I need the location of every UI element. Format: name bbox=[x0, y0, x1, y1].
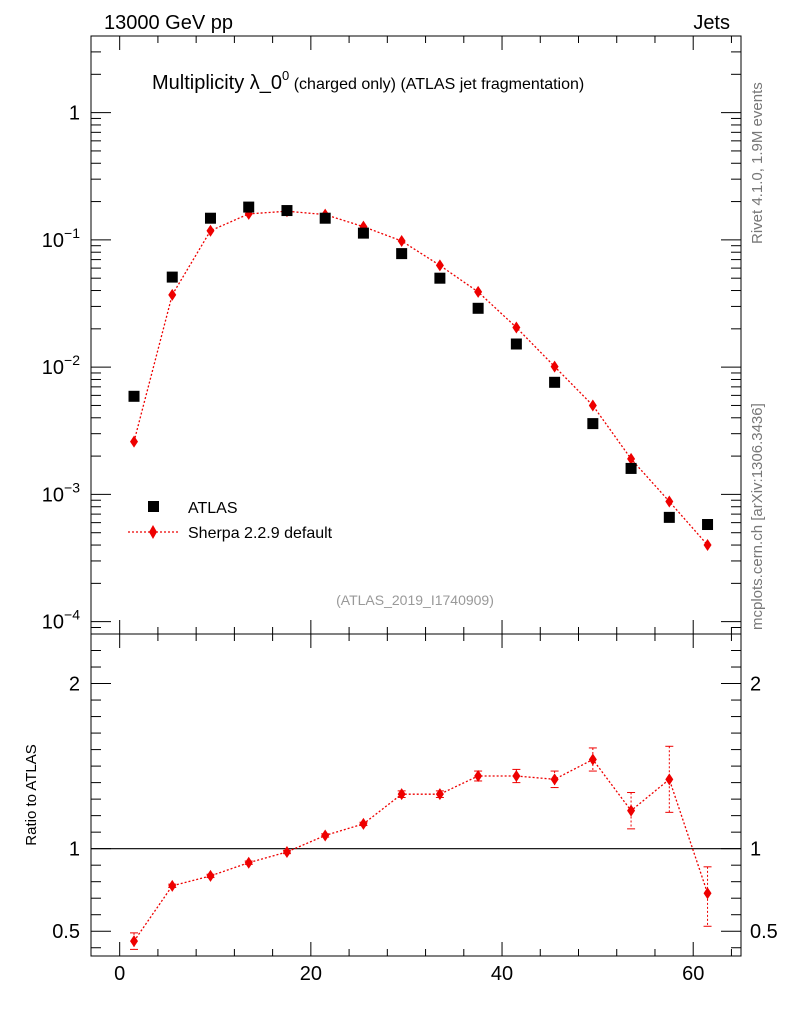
x-tick-label: 40 bbox=[491, 963, 513, 985]
sherpa-point bbox=[627, 452, 636, 465]
ratio-ylabel: Ratio to ATLAS bbox=[23, 744, 40, 845]
x-tick-label: 0 bbox=[114, 963, 125, 985]
ratio-point bbox=[130, 935, 139, 948]
atlas-point bbox=[204, 212, 216, 224]
ratio-axes: 0.5 0.51 12 20 20 40 60 bbox=[52, 634, 778, 985]
plot-title: Multiplicity λ_00 (charged only) (ATLAS … bbox=[152, 68, 584, 94]
atlas-point bbox=[702, 519, 714, 531]
atlas-point bbox=[587, 418, 599, 430]
ratio-y-tick-label-right: 2 bbox=[750, 674, 761, 696]
sherpa-point bbox=[397, 234, 406, 247]
sherpa-point bbox=[435, 259, 444, 272]
ratio-y-tick-label: 0.5 bbox=[52, 921, 80, 943]
sherpa-point bbox=[130, 435, 139, 448]
main-panel-frame bbox=[90, 35, 742, 635]
header-process: Jets bbox=[693, 12, 730, 34]
sherpa-point bbox=[588, 399, 597, 412]
atlas-point bbox=[663, 511, 675, 523]
ratio-point bbox=[703, 887, 712, 900]
ratio-point bbox=[435, 788, 444, 801]
x-tick-label: 20 bbox=[300, 963, 322, 985]
ratio-y-tick-label: 2 bbox=[69, 674, 80, 696]
atlas-point bbox=[243, 201, 255, 213]
ratio-y-tick-label-right: 1 bbox=[750, 839, 761, 861]
ratio-panel-frame bbox=[90, 633, 742, 957]
main-series bbox=[128, 201, 714, 552]
y-tick-label: 10−2 bbox=[42, 352, 80, 379]
main-axes: 10−4 10−3 10−2 10−1 1 bbox=[42, 35, 741, 635]
sherpa-point bbox=[550, 360, 559, 373]
y-tick-label: 10−3 bbox=[42, 479, 80, 506]
sherpa-point bbox=[703, 539, 712, 552]
atlas-point bbox=[396, 248, 408, 260]
atlas-point bbox=[128, 390, 140, 402]
legend-sherpa-marker bbox=[149, 525, 157, 539]
ratio-point bbox=[359, 817, 368, 830]
ratio-point bbox=[244, 856, 253, 869]
x-tick-label: 60 bbox=[682, 963, 704, 985]
legend-atlas-marker bbox=[148, 501, 159, 512]
legend-atlas-label: ATLAS bbox=[188, 500, 238, 517]
atlas-point bbox=[357, 227, 369, 239]
ratio-point bbox=[206, 869, 215, 882]
atlas-point bbox=[434, 272, 446, 284]
ratio-point bbox=[627, 804, 636, 817]
ratio-point bbox=[550, 773, 559, 786]
analysis-label: (ATLAS_2019_I1740909) bbox=[336, 592, 494, 608]
ratio-point bbox=[397, 788, 406, 801]
sherpa-point bbox=[665, 495, 674, 508]
y-tick-label: 10−4 bbox=[42, 607, 80, 634]
ratio-point bbox=[588, 753, 597, 766]
atlas-point bbox=[166, 271, 178, 283]
y-tick-label: 10−1 bbox=[42, 225, 80, 252]
header-energy: 13000 GeV pp bbox=[104, 12, 233, 34]
sherpa-point bbox=[206, 224, 215, 237]
atlas-point bbox=[281, 205, 293, 217]
sherpa-point bbox=[168, 288, 177, 301]
ratio-point bbox=[665, 773, 674, 786]
ratio-point bbox=[282, 845, 291, 858]
atlas-point bbox=[625, 462, 637, 474]
atlas-point bbox=[549, 376, 561, 388]
ratio-curve bbox=[133, 758, 709, 942]
ratio-point bbox=[474, 770, 483, 783]
legend-sherpa-label: Sherpa 2.2.9 default bbox=[188, 525, 333, 542]
rivet-version-label: Rivet 4.1.0, 1.9M events bbox=[749, 82, 766, 244]
atlas-point bbox=[319, 212, 331, 224]
mcplots-source-label: mcplots.cern.ch [arXiv:1306.3436] bbox=[749, 403, 766, 630]
ratio-y-tick-label-right: 0.5 bbox=[750, 921, 778, 943]
sherpa-curve bbox=[133, 210, 709, 546]
ratio-y-tick-label: 1 bbox=[69, 839, 80, 861]
ratio-point bbox=[321, 829, 330, 842]
atlas-point bbox=[510, 338, 522, 350]
sherpa-point bbox=[512, 321, 521, 334]
atlas-point bbox=[472, 302, 484, 314]
ratio-point bbox=[168, 879, 177, 892]
ratio-series bbox=[130, 745, 712, 950]
ratio-point bbox=[512, 770, 521, 783]
y-tick-label: 1 bbox=[69, 103, 80, 125]
sherpa-point bbox=[474, 285, 483, 298]
